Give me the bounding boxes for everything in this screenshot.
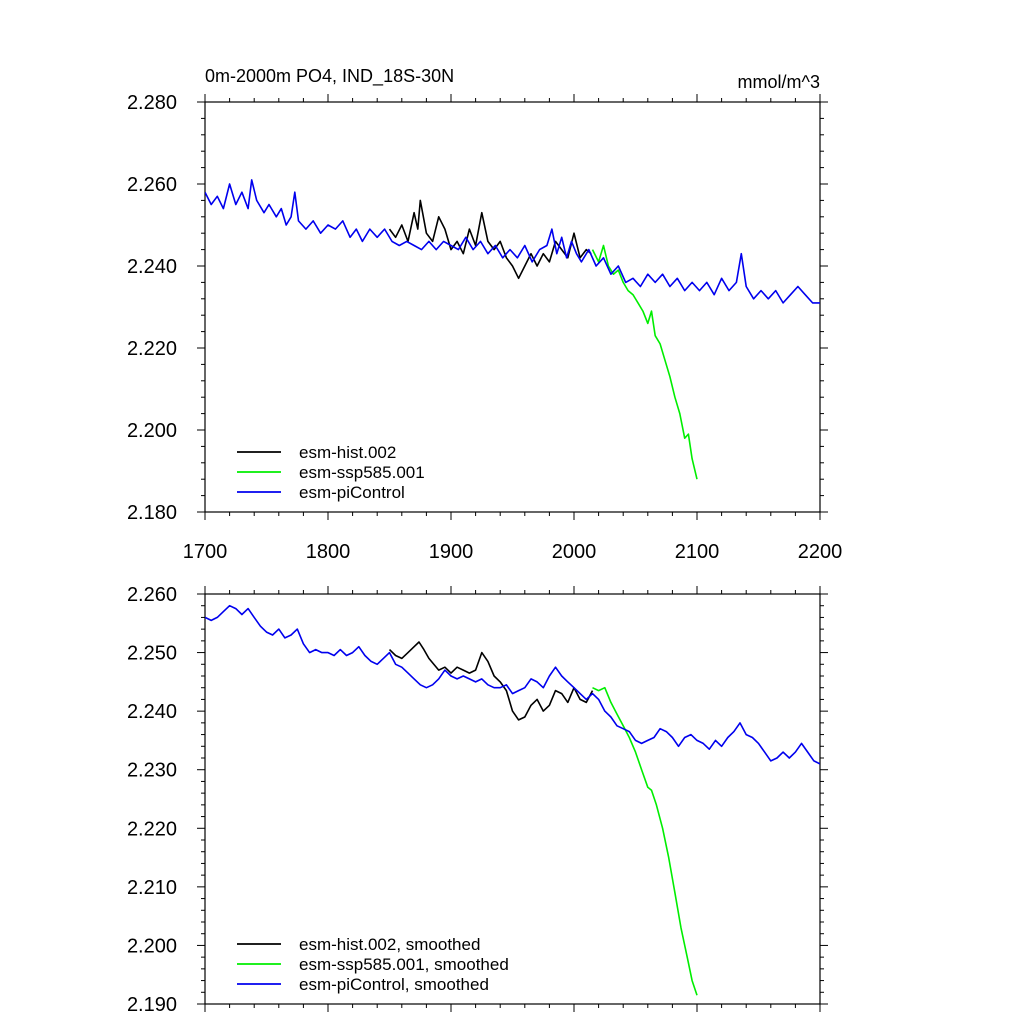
panel-bottom: 2.190 2.200 2.210 2.220 2.230 2.240 2.250 2.260… [127,584,828,1016]
series-line-0 [388,641,594,721]
chart-title: 0m-2000m PO4, IND_18S-30N [205,66,454,87]
series-line-1 [592,686,698,996]
y-tick-label: 2.280 [127,92,177,114]
units-label: mmol/m^3 [738,72,820,92]
panel-top: 1700 1800 1900 2000 2100 2200 2.180 2.200 2.220 2… [127,66,842,563]
plot-frame [204,101,821,513]
y-tick-label: 2.220 [127,338,177,360]
y-tick-label: 2.240 [127,256,177,278]
legend-label: esm-ssp585.001, smoothed [299,955,509,974]
x-tick-label: 2100 [675,541,720,563]
y-tick-label: 2.180 [127,502,177,524]
x-tick-label: 2200 [798,541,843,563]
y-tick-label: 2.200 [127,420,177,442]
legend-label: esm-piControl [299,483,405,502]
legend-label: esm-hist.002, smoothed [299,935,480,954]
legend-label: esm-hist.002 [299,443,396,462]
y-tick-label: 2.220 [127,818,177,840]
y-tick-label: 2.260 [127,174,177,196]
series-line-2 [205,179,820,304]
y-tick-label: 2.190 [127,994,177,1016]
x-tick-label: 2000 [552,541,597,563]
plot-frame [204,593,821,1005]
series-line-0 [388,199,592,280]
y-tick-label: 2.230 [127,760,177,782]
legend-label: esm-piControl, smoothed [299,975,489,994]
y-tick-label: 2.200 [127,935,177,957]
x-tick-label: 1800 [306,541,351,563]
x-tick-label: 1900 [429,541,474,563]
y-tick-label: 2.260 [127,584,177,606]
y-tick-label: 2.250 [127,643,177,665]
y-tick-label: 2.210 [127,877,177,899]
legend-label: esm-ssp585.001 [299,463,425,482]
x-tick-label: 1700 [183,541,228,563]
series-line-1 [591,244,698,480]
series-line-2 [205,604,820,765]
y-tick-label: 2.240 [127,701,177,723]
